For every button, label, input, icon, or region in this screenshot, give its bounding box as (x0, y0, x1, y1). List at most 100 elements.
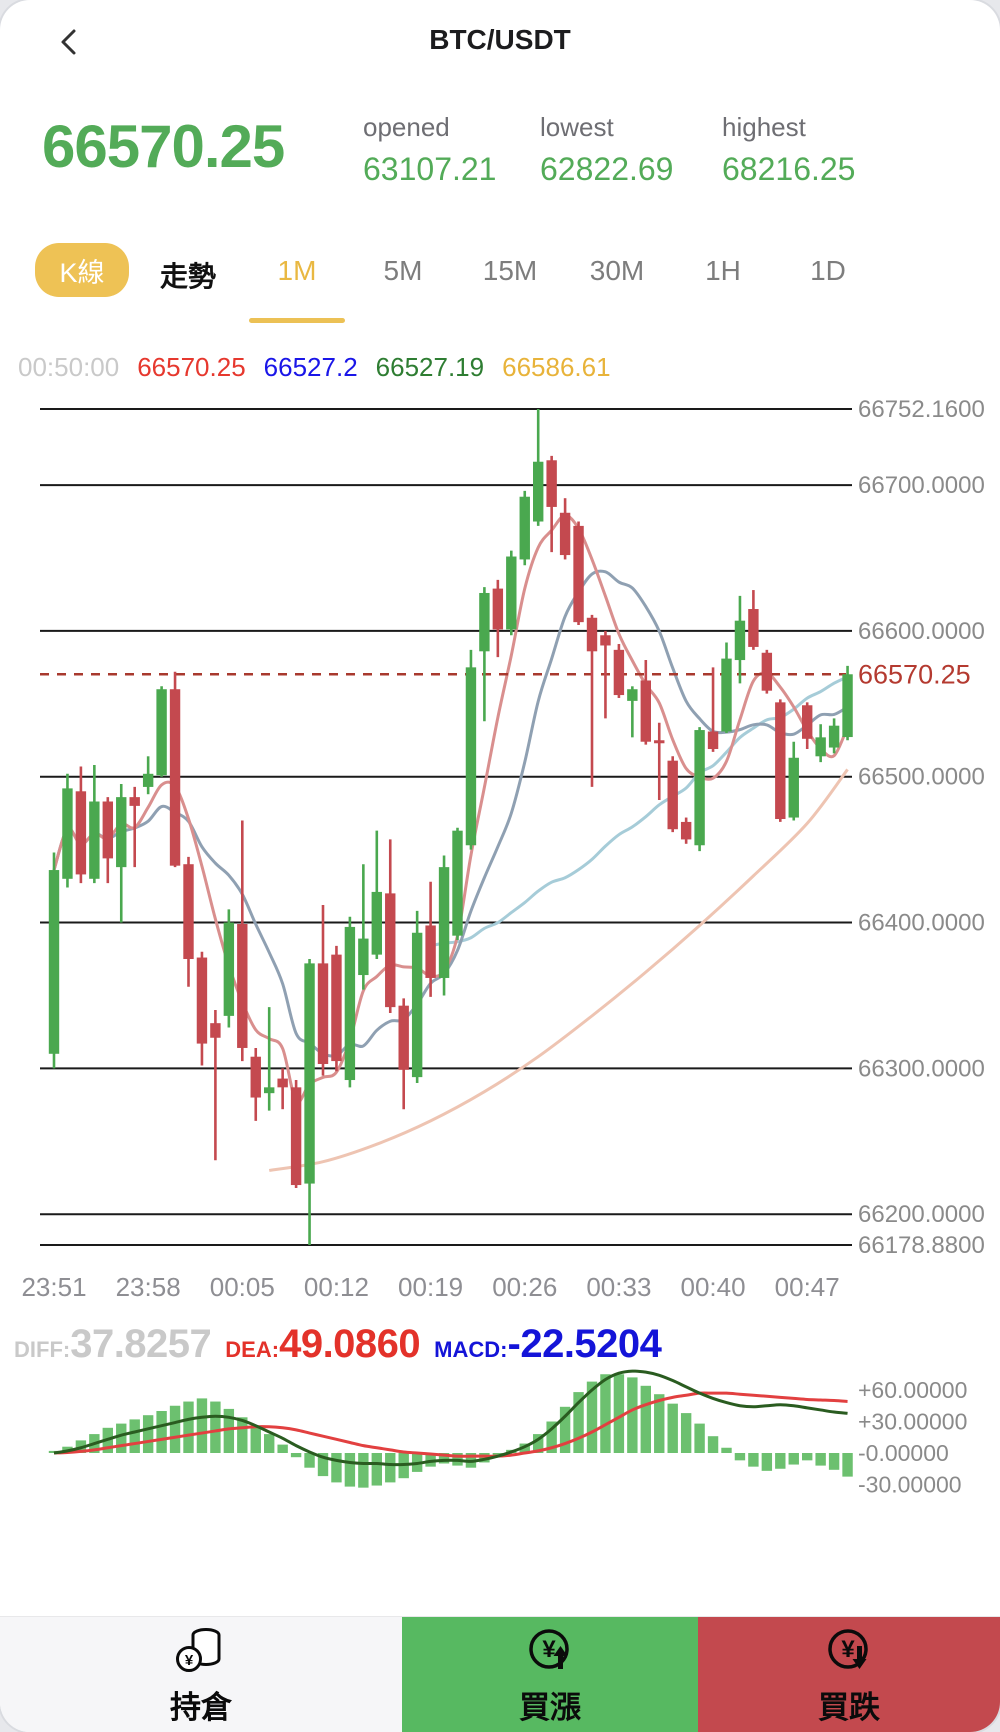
highest-value: 68216.25 (722, 151, 856, 187)
back-button[interactable] (52, 24, 88, 60)
svg-text:¥: ¥ (841, 1636, 855, 1663)
ohlc-legend: 00:50:00 66570.25 66527.2 66527.19 66586.61 (18, 352, 647, 383)
x-axis-labels: 23:51 23:58 00:05 00:12 00:19 00:26 00:33 00:40… (0, 1272, 1000, 1304)
x-axis-label: 00:05 (209, 1272, 275, 1302)
macd-bar (734, 1453, 746, 1461)
candlestick-chart[interactable]: 66752.1600 66700.0000 66600.0000 66500.0000… (0, 380, 1000, 1272)
candle-body (452, 830, 463, 936)
chevron-left-icon (61, 29, 76, 55)
y-axis-label: 66752.1600 (858, 396, 985, 423)
svg-text:¥: ¥ (542, 1636, 556, 1663)
macd-bar (479, 1453, 490, 1463)
candle-body (559, 512, 571, 556)
diff-value: 37.8257 (70, 1322, 212, 1366)
legend-value-2: 66527.19 (375, 352, 485, 382)
tab-interval-1m[interactable]: 1M (277, 255, 317, 286)
candle-body (183, 864, 194, 960)
page-title: BTC/USDT (429, 24, 571, 55)
macd-bar (640, 1385, 651, 1453)
candle-body (788, 757, 799, 818)
macd-bar (613, 1374, 625, 1453)
macd-histogram (48, 1374, 853, 1488)
tab-interval-1h[interactable]: 1H (705, 255, 741, 286)
macd-bar (707, 1436, 719, 1453)
macd-bar (250, 1425, 261, 1453)
tab-interval-5m[interactable]: 5M (383, 255, 423, 286)
macd-bar (788, 1453, 799, 1465)
macd-bar (680, 1413, 692, 1453)
y-axis-label: 66600.0000 (858, 618, 985, 645)
nav-buy-down-button[interactable]: ¥ 買跌 (698, 1617, 1000, 1732)
macd-bar (425, 1453, 436, 1467)
tab-interval-30m[interactable]: 30M (589, 255, 645, 286)
macd-bar (546, 1421, 557, 1453)
nav-positions-button[interactable]: ¥ 持倉 (0, 1617, 402, 1732)
macd-bar (802, 1453, 813, 1461)
macd-bar (277, 1444, 288, 1453)
legend-value-1: 66527.2 (263, 352, 358, 382)
candle-body (277, 1078, 288, 1088)
macd-bar (654, 1394, 665, 1453)
x-axis-label: 00:40 (680, 1272, 746, 1302)
dea-value: 49.0860 (279, 1322, 421, 1366)
y-axis-label: 66200.0000 (858, 1201, 985, 1228)
yen-down-arrow-icon: ¥ (828, 1628, 868, 1669)
tab-kline[interactable]: K線 (35, 243, 129, 297)
macd-bar (290, 1453, 302, 1458)
macd-chart[interactable]: +60.00000 +30.00000 -0.00000 -30.00000 (0, 1360, 1000, 1515)
candle-body (680, 821, 692, 840)
macd-bar (667, 1403, 678, 1453)
macd-bar (264, 1434, 275, 1453)
macd-bar (196, 1398, 208, 1453)
candle-body (142, 773, 154, 787)
macd-bar (317, 1453, 329, 1477)
candle-body (223, 922, 235, 1016)
y-axis-label: 66300.0000 (858, 1055, 985, 1082)
legend-value-0: 66570.25 (137, 352, 246, 382)
candle-body (116, 797, 127, 868)
candle-body (129, 797, 140, 806)
current-price-label: 66570.25 (858, 659, 971, 689)
macd-bar (385, 1453, 396, 1483)
lowest-value: 62822.69 (540, 151, 674, 187)
highest-column: highest 68216.25 (722, 112, 902, 188)
candle-body (156, 689, 167, 776)
x-axis-label: 00:12 (303, 1272, 369, 1302)
macd-bar (116, 1423, 127, 1453)
candle-body (62, 788, 73, 879)
macd-bar (371, 1453, 382, 1486)
bottom-nav: ¥ 持倉 ¥ 買漲 ¥ 買跌 (0, 1616, 1000, 1732)
diff-line (53, 1369, 848, 1467)
candle-body (748, 609, 759, 647)
candle-body (250, 1056, 261, 1098)
candle-body (667, 760, 678, 830)
y-axis-label: 66400.0000 (858, 910, 985, 937)
macd-bar (169, 1405, 181, 1453)
nav-buy-up-button[interactable]: ¥ 買漲 (402, 1617, 698, 1732)
candle-body (775, 702, 786, 820)
candle-body (210, 1023, 221, 1038)
x-axis-label: 00:33 (586, 1272, 652, 1302)
x-axis-label: 23:58 (115, 1272, 181, 1302)
svg-text:¥: ¥ (185, 1652, 194, 1669)
tab-trend[interactable]: 走勢 (160, 261, 217, 292)
macd-bar (694, 1423, 705, 1453)
coins-icon: ¥ (176, 1627, 221, 1672)
x-axis-label: 00:47 (774, 1272, 840, 1302)
opened-column: opened 63107.21 (363, 112, 543, 188)
macd-bar (600, 1374, 611, 1453)
tab-interval-1d[interactable]: 1D (810, 255, 846, 286)
candle-body (828, 725, 840, 748)
macd-bar (304, 1453, 315, 1468)
ma-long-line (268, 768, 849, 1172)
candle-body (492, 588, 504, 630)
candle-body (533, 461, 544, 522)
macd-bar (828, 1453, 840, 1470)
macd-axis-label: +60.00000 (858, 1377, 967, 1403)
yen-up-arrow-icon: ¥ (529, 1628, 569, 1669)
macd-label: MACD: (434, 1337, 508, 1362)
tab-interval-15m[interactable]: 15M (482, 255, 538, 286)
macd-bar (210, 1401, 221, 1453)
nav-positions-label: 持倉 (170, 1689, 232, 1725)
